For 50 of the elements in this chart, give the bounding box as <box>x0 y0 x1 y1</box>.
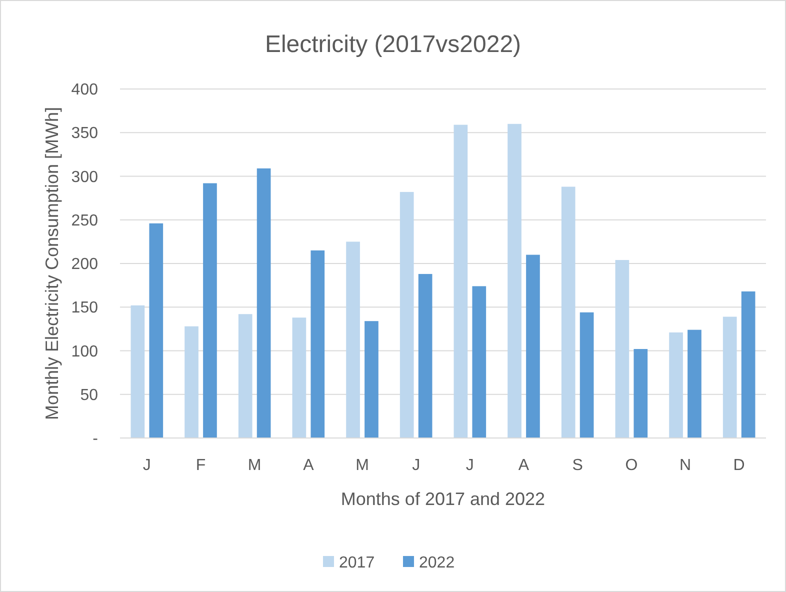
y-tick-label: 100 <box>71 343 98 360</box>
bar <box>400 192 414 438</box>
bar <box>454 124 468 438</box>
y-tick-label: 250 <box>71 212 98 230</box>
bar <box>741 291 756 438</box>
bar <box>256 168 271 438</box>
x-tick-label: D <box>733 457 745 474</box>
y-tick-label: 400 <box>71 82 98 99</box>
bar <box>508 124 522 438</box>
x-tick-label: M <box>356 457 369 474</box>
x-tick-label: F <box>196 457 206 474</box>
y-tick-label: 350 <box>71 125 98 142</box>
x-tick-label: O <box>625 457 638 474</box>
y-tick-label: 150 <box>71 300 98 317</box>
x-tick-label: S <box>572 457 583 474</box>
bar <box>580 312 594 438</box>
x-tick-label: J <box>412 457 420 474</box>
bar <box>615 260 630 438</box>
bar <box>669 332 683 438</box>
bar <box>310 250 325 438</box>
bar <box>418 274 432 438</box>
y-tick-label: 50 <box>80 386 98 404</box>
y-tick-label: 300 <box>71 168 98 186</box>
bar <box>634 349 648 438</box>
x-tick-label: J <box>466 457 474 474</box>
legend-label: 2017 <box>339 554 375 572</box>
bar <box>203 183 217 438</box>
bar <box>346 242 360 438</box>
bar <box>149 223 164 438</box>
bar <box>238 314 252 438</box>
x-axis-title: Months of 2017 and 2022 <box>340 489 546 509</box>
x-tick-label: A <box>518 457 530 474</box>
bar <box>472 286 486 438</box>
bar <box>688 330 702 438</box>
bar <box>184 326 198 438</box>
bar <box>364 321 378 438</box>
x-tick-label: M <box>248 457 262 474</box>
bar <box>722 316 737 438</box>
bar <box>526 254 540 438</box>
y-tick-label: - <box>92 430 98 448</box>
y-tick-label: 200 <box>71 256 98 274</box>
legend-label: 2022 <box>419 554 455 572</box>
x-tick-label: J <box>142 457 151 474</box>
x-tick-label: N <box>679 457 692 474</box>
bar <box>292 318 306 438</box>
bar <box>130 305 145 438</box>
y-axis-title: Monthly Electricity Consumption [MWh] <box>42 106 62 420</box>
x-tick-label: A <box>303 457 314 474</box>
bar <box>561 186 576 438</box>
chart-title: Electricity (2017vs2022) <box>264 31 522 58</box>
